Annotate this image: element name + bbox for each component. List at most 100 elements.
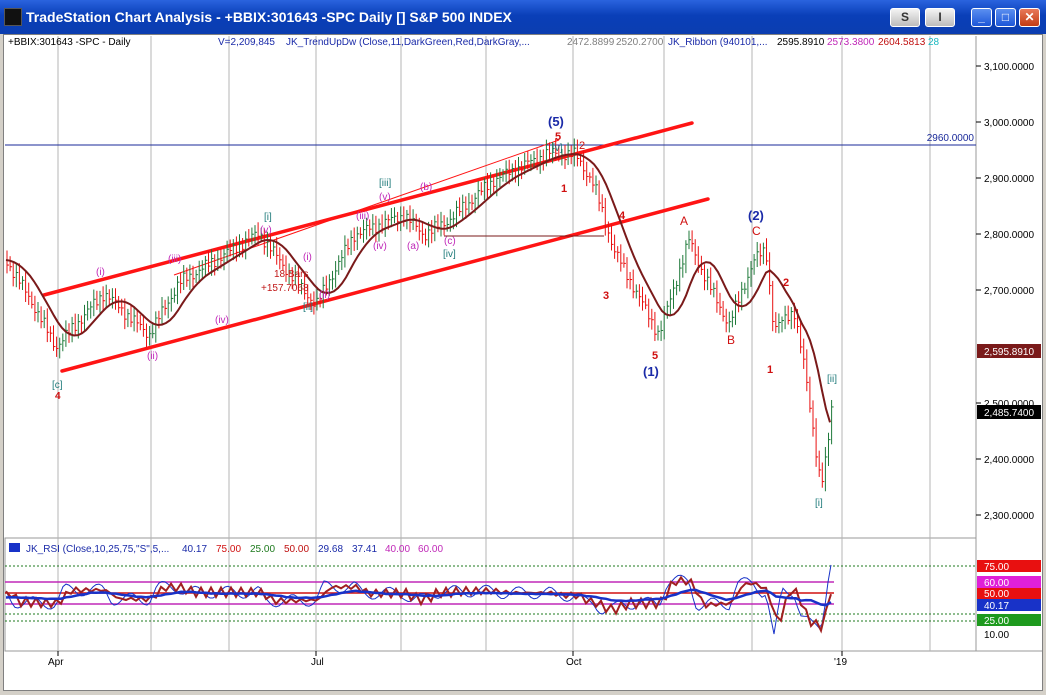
- app-icon: [4, 8, 22, 26]
- price-tick: 2,900.0000: [984, 174, 1034, 185]
- rsi-tick: 50.00: [984, 589, 1009, 600]
- rsi-tick: 60.00: [984, 578, 1009, 589]
- chart-canvas[interactable]: 2960.0000 +BBIX:301643 -SPC - Daily V=2,…: [4, 35, 1042, 690]
- rsi-indicator-label: JK_RSI (Close,10,25,75,"S",5,...: [26, 544, 169, 555]
- bar-count-label: 18 Bars: [274, 269, 308, 280]
- wave-labels: [c] 4 (ii) (i) (iii) [i] (v) (iv) 18 Bar…: [52, 114, 837, 509]
- minimize-button[interactable]: _: [971, 8, 992, 27]
- wave-label: [v]: [552, 143, 563, 154]
- rsi-value: 25.00: [250, 544, 275, 555]
- rsi-value: 40.17: [182, 544, 207, 555]
- wave-label-major: (2): [748, 208, 764, 223]
- wave-label: 1: [561, 183, 567, 195]
- time-axis: Apr Jul Oct '19: [48, 651, 847, 668]
- price-bars[interactable]: [6, 138, 834, 492]
- rsi-tick: 25.00: [984, 616, 1009, 627]
- chart-window: 2960.0000 +BBIX:301643 -SPC - Daily V=2,…: [3, 34, 1043, 691]
- close-button[interactable]: ✕: [1019, 8, 1040, 27]
- wave-label: 1: [767, 364, 773, 376]
- price-tick: 2,700.0000: [984, 286, 1034, 297]
- last-price-tag: [977, 405, 1041, 419]
- ribbon-value-3: 2604.5813: [878, 37, 926, 48]
- rsi-smooth-line[interactable]: [5, 575, 832, 634]
- wave-label: (i): [96, 267, 105, 278]
- price-tick: 3,100.0000: [984, 62, 1034, 73]
- wave-label: (a): [407, 241, 419, 252]
- wave-label: (b): [420, 182, 432, 193]
- wave-label-major: (1): [643, 364, 659, 379]
- rsi-axis: 75.00 60.00 50.00 40.17 25.00 10.00: [977, 560, 1041, 641]
- ma-price-tag: [977, 344, 1041, 358]
- time-tick: Oct: [566, 657, 582, 668]
- wave-label: [i]: [815, 498, 823, 509]
- ribbon-value-2: 2573.3800: [827, 37, 875, 48]
- rsi-value: 29.68: [318, 544, 343, 555]
- wave-label: C: [752, 224, 761, 238]
- rsi-panel-icon: [9, 543, 20, 552]
- wave-label: [ii]: [827, 374, 837, 385]
- price-tick: 2,400.0000: [984, 455, 1034, 466]
- rsi-value: 60.00: [418, 544, 443, 555]
- rsi-tick: 10.00: [984, 630, 1009, 641]
- price-tick: 2,300.0000: [984, 511, 1034, 522]
- rsi-tick: 75.00: [984, 562, 1009, 573]
- wave-label: (iii): [356, 211, 369, 222]
- rsi-value: 50.00: [284, 544, 309, 555]
- price-tick: 2,800.0000: [984, 230, 1034, 241]
- wave-label: (v): [260, 225, 272, 236]
- vertical-grid: [57, 36, 931, 651]
- price-axis: 3,100.0000 3,000.0000 2,900.0000 2,800.0…: [976, 62, 1034, 522]
- rsi-value: 40.00: [385, 544, 410, 555]
- price-tick: 2,500.0000: [984, 399, 1034, 410]
- ribbon-value-4: 28: [928, 37, 940, 48]
- wave-label: A: [680, 214, 688, 228]
- time-tick: Apr: [48, 657, 64, 668]
- volume-label: V=2,209,845: [218, 37, 275, 48]
- time-tick: '19: [834, 657, 847, 668]
- ribbon-indicator-label: JK_Ribbon (940101,...: [668, 37, 768, 48]
- symbol-label: +BBIX:301643 -SPC - Daily: [8, 37, 131, 48]
- wave-label: 2: [783, 277, 789, 289]
- wave-label-major: (5): [548, 114, 564, 129]
- wave-label: 5: [555, 131, 561, 143]
- title-bar: TradeStation Chart Analysis - +BBIX:3016…: [0, 0, 1046, 34]
- trend-value-1: 2472.8899: [567, 37, 615, 48]
- window-title: TradeStation Chart Analysis - +BBIX:3016…: [26, 9, 512, 25]
- ma-price-tag-text: 2,595.8910: [984, 347, 1034, 358]
- chart-legend: +BBIX:301643 -SPC - Daily V=2,209,845 JK…: [8, 37, 940, 48]
- wave-label: (ii): [319, 290, 330, 301]
- wave-label: (iv): [215, 315, 229, 326]
- wave-label: (iii): [168, 254, 181, 265]
- rsi-legend: JK_RSI (Close,10,25,75,"S",5,... 40.17 7…: [26, 544, 443, 555]
- wave-label: (v): [379, 192, 391, 203]
- wave-label: [iii]: [379, 178, 391, 189]
- wave-label: 2: [579, 140, 585, 152]
- price-panel[interactable]: [5, 36, 976, 538]
- wave-label: [ii]: [303, 302, 313, 313]
- ribbon-value-1: 2595.8910: [777, 37, 825, 48]
- gain-label: +157.7068: [261, 283, 309, 294]
- wave-label: 4: [619, 210, 626, 222]
- wave-label: 5: [652, 350, 658, 362]
- ribbon-ma-line[interactable]: [5, 153, 831, 423]
- wave-label: 4: [55, 391, 61, 402]
- wave-label: [iv]: [443, 249, 456, 260]
- wave-label: B: [727, 333, 735, 347]
- time-tick: Jul: [311, 657, 324, 668]
- wave-label: (ii): [147, 351, 158, 362]
- rsi-slow-line[interactable]: [5, 588, 832, 607]
- last-price-tag-text: 2,485.7400: [984, 408, 1034, 419]
- wave-label: 3: [603, 290, 609, 302]
- maximize-button[interactable]: □: [995, 8, 1016, 27]
- trend-channel[interactable]: [42, 121, 710, 373]
- wave-label: (iv): [373, 241, 387, 252]
- insert-button[interactable]: I: [925, 8, 955, 27]
- rsi-value: 75.00: [216, 544, 241, 555]
- wave-label: [i]: [264, 212, 272, 223]
- symbol-button[interactable]: S: [890, 8, 920, 27]
- level-label: 2960.0000: [927, 133, 975, 144]
- wave-label: (c): [444, 236, 456, 247]
- wave-label: [c]: [52, 380, 63, 391]
- trend-value-2: 2520.2700: [616, 37, 664, 48]
- trend-indicator-label: JK_TrendUpDw (Close,11,DarkGreen,Red,Dar…: [286, 37, 530, 48]
